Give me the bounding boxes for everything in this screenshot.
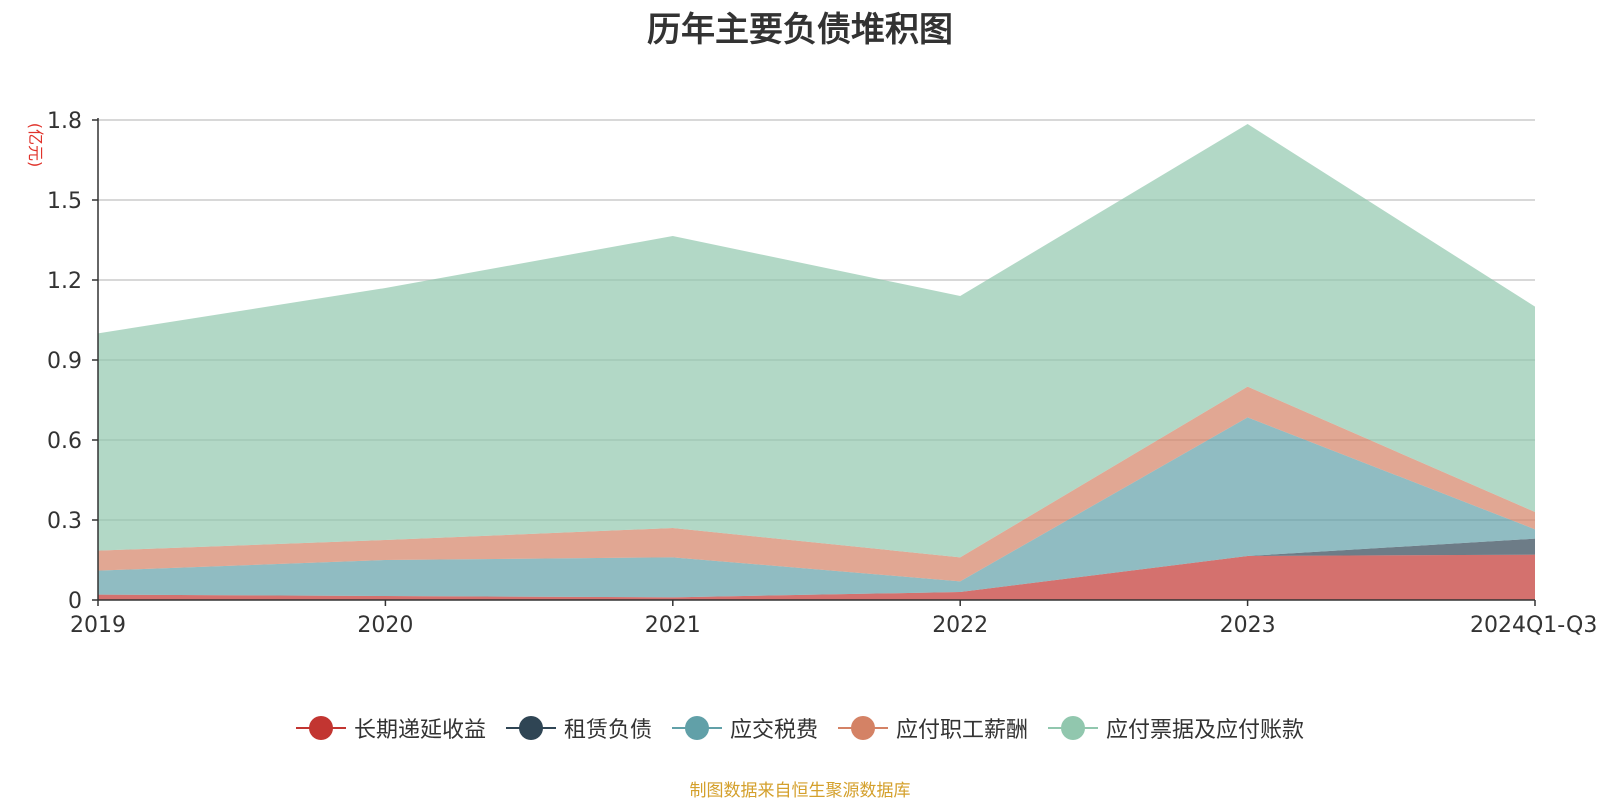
- legend-label: 应付职工薪酬: [896, 718, 1029, 743]
- y-tick-label: 1.2: [47, 269, 82, 294]
- legend-item[interactable]: 租赁负债: [505, 712, 652, 744]
- source-note: 制图数据来自恒生聚源数据库: [689, 781, 911, 801]
- legend-label: 应交税费: [729, 718, 818, 743]
- legend-marker: [295, 715, 346, 741]
- x-tick-label: 2023: [1220, 613, 1276, 638]
- x-tick-label: 2022: [932, 613, 988, 638]
- chart-title: 历年主要负债堆积图: [647, 10, 953, 50]
- y-tick-label: 1.5: [47, 189, 82, 214]
- axes: 0 0.3 0.6 0.9 1.2 1.5 1.8 2019 2020 2021 2022 2023 2…: [47, 109, 1597, 638]
- legend-item[interactable]: 应交税费: [671, 712, 818, 744]
- y-tick-label: 0: [68, 589, 82, 614]
- legend-label: 应付票据及应付账款: [1106, 718, 1305, 743]
- y-axis-unit-label: (亿元): [26, 123, 45, 168]
- stacked-areas: [98, 124, 1535, 600]
- y-tick-label: 0.9: [47, 349, 82, 374]
- legend-marker: [1048, 715, 1099, 741]
- legend-item[interactable]: 长期递延收益: [295, 712, 486, 744]
- area-series-3: [98, 386, 1535, 582]
- area-series-4: [98, 124, 1535, 558]
- legend-label: 租赁负债: [563, 718, 652, 743]
- legend-marker: [671, 715, 722, 741]
- legend-item[interactable]: 应付票据及应付账款: [1048, 712, 1304, 744]
- x-tick-label: 2021: [645, 613, 701, 638]
- y-tick-label: 0.3: [47, 509, 82, 534]
- legend-marker: [838, 715, 888, 741]
- x-tick-label: 2019: [70, 613, 126, 638]
- x-tick-label: 2024Q1-Q3: [1470, 613, 1597, 638]
- legend-marker: [505, 715, 556, 741]
- area-series-0: [98, 554, 1535, 600]
- y-tick-label: 1.8: [47, 109, 82, 134]
- legend: 长期递延收益 租赁负债 应交税费 应付职工薪酬 应付票据及应付账款: [0, 712, 1600, 744]
- area-series-2: [98, 417, 1535, 598]
- legend-item[interactable]: 应付职工薪酬: [838, 712, 1028, 744]
- x-tick-label: 2020: [357, 613, 413, 638]
- y-tick-label: 0.6: [47, 429, 82, 454]
- legend-label: 长期递延收益: [353, 718, 486, 743]
